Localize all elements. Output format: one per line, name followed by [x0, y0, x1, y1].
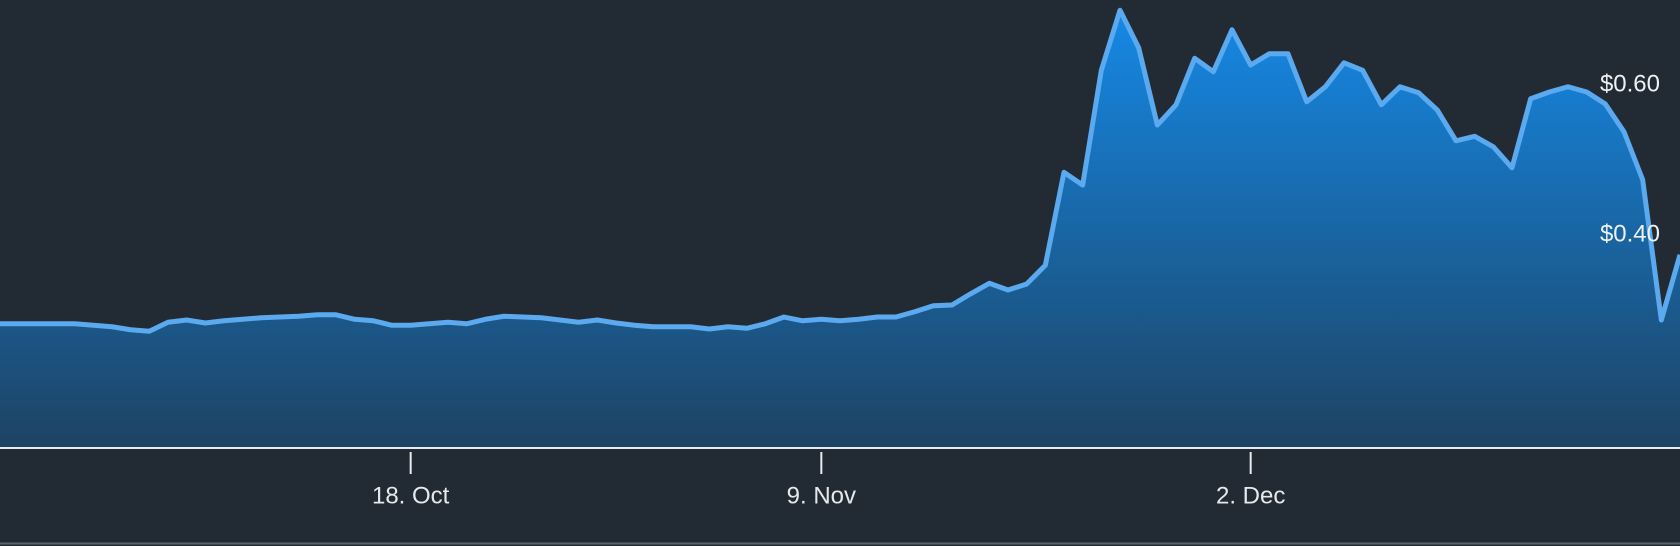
y-tick-label: $0.60 [1600, 70, 1660, 97]
y-tick-label: $0.40 [1600, 220, 1660, 247]
x-tick-label: 9. Nov [787, 482, 856, 509]
x-tick-label: 18. Oct [372, 482, 450, 509]
x-tick-label: 2. Dec [1216, 482, 1285, 509]
area [0, 10, 1680, 448]
line [0, 7, 1680, 334]
